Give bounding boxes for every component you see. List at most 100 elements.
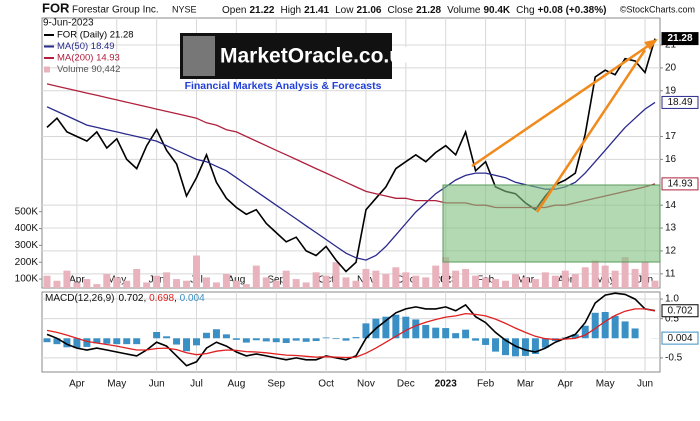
bar xyxy=(611,270,619,288)
bar xyxy=(362,268,370,288)
bar xyxy=(581,267,589,288)
bar xyxy=(123,338,131,345)
value-box xyxy=(661,304,699,318)
x-tick-label: Jun xyxy=(149,379,165,390)
bar xyxy=(601,312,609,339)
bar xyxy=(521,277,529,288)
value-box-label: 0.004 xyxy=(667,333,692,344)
x-tick-label: Jul xyxy=(190,379,203,390)
bar xyxy=(482,338,490,345)
bar xyxy=(83,338,91,347)
bar xyxy=(412,319,420,339)
value-box xyxy=(661,177,699,191)
bar xyxy=(202,277,210,288)
y-tick-label: 11 xyxy=(665,268,676,279)
bar xyxy=(412,275,420,288)
bar xyxy=(392,314,400,339)
bar xyxy=(272,338,280,343)
x-tick-label: Aug xyxy=(227,275,245,286)
legend-label: FOR (Daily) 21.28 xyxy=(57,30,134,41)
bar xyxy=(252,265,260,288)
bar xyxy=(143,282,151,288)
y2-tick-label: 100K xyxy=(15,274,39,285)
bar xyxy=(73,282,81,288)
legend-label: MA(200) 14.93 xyxy=(57,53,120,64)
stat-label: Close xyxy=(388,5,414,16)
value-box-label: 14.93 xyxy=(667,179,692,190)
bar xyxy=(472,338,480,341)
bar xyxy=(262,338,270,342)
bar xyxy=(541,272,549,288)
x-tick-label: May xyxy=(596,379,615,390)
bar xyxy=(63,270,71,288)
bar xyxy=(212,282,220,288)
legend-value: 0.698 xyxy=(149,293,174,304)
bar xyxy=(462,268,470,288)
x-tick-label: Feb xyxy=(477,379,495,390)
bar xyxy=(322,275,330,288)
exchange: NYSE xyxy=(172,4,197,14)
panel xyxy=(41,17,661,289)
bar xyxy=(482,277,490,288)
bar xyxy=(571,274,579,288)
y-tick-label: 17 xyxy=(665,131,677,142)
bar xyxy=(601,265,609,288)
bar xyxy=(322,337,330,339)
bar xyxy=(302,282,310,288)
y2-tick-label: 300K xyxy=(15,240,39,251)
bar xyxy=(651,280,659,288)
date: 9-Jun-2023 xyxy=(43,18,94,29)
bar xyxy=(63,338,71,348)
bar xyxy=(631,268,639,288)
bar xyxy=(113,338,121,345)
bar xyxy=(511,274,519,288)
bar xyxy=(282,270,290,288)
x-tick-label: Apr xyxy=(558,379,574,390)
x-tick-label: May xyxy=(107,379,126,390)
bar xyxy=(442,257,450,288)
stat-label: Chg xyxy=(516,5,534,16)
bar xyxy=(392,267,400,288)
plot-area xyxy=(43,292,659,367)
bar xyxy=(472,275,480,288)
x-tick-label: Oct xyxy=(318,379,334,390)
bar xyxy=(402,316,410,339)
stat-value: 90.4K xyxy=(483,5,510,16)
stat-value: 21.22 xyxy=(249,5,274,16)
stat-value: 21.06 xyxy=(356,5,381,16)
y-tick-label: -0.5 xyxy=(665,353,683,364)
x-tick-label: Jun xyxy=(637,379,653,390)
y2-tick-label: 500K xyxy=(15,206,39,217)
bar xyxy=(173,338,181,345)
stat-value: 21.28 xyxy=(416,5,441,16)
bar xyxy=(153,332,161,339)
bar xyxy=(242,284,250,288)
bar xyxy=(611,315,619,339)
bar xyxy=(332,338,340,340)
legend-swatch xyxy=(44,66,50,73)
x-tick-label: Aug xyxy=(227,379,245,390)
trend-line xyxy=(471,44,649,168)
line xyxy=(46,308,656,359)
bar xyxy=(222,334,230,339)
bar xyxy=(551,275,559,288)
bar xyxy=(541,338,549,348)
bar xyxy=(312,272,320,288)
bar xyxy=(53,338,61,345)
legend-separator: , xyxy=(144,293,150,304)
bar xyxy=(93,284,101,288)
bar xyxy=(193,338,200,346)
bar xyxy=(432,327,440,339)
bar xyxy=(342,338,350,341)
bar xyxy=(292,279,300,288)
legend-label: MA(50) 18.49 xyxy=(57,41,115,52)
stat-label: Volume xyxy=(447,5,481,16)
bar xyxy=(492,279,500,288)
bar xyxy=(581,325,589,339)
bar xyxy=(252,338,260,341)
bar xyxy=(452,270,460,288)
bar xyxy=(641,262,649,288)
y2-tick-label: 200K xyxy=(15,257,39,268)
bar xyxy=(193,255,200,288)
